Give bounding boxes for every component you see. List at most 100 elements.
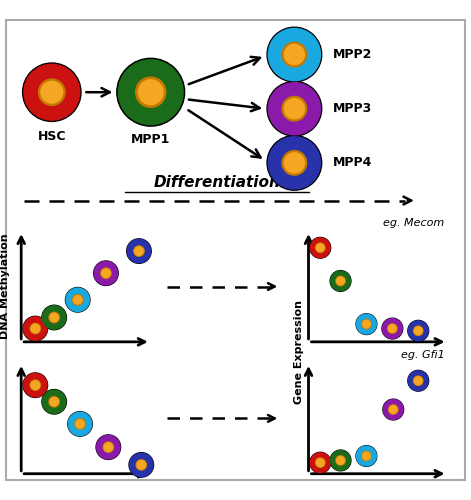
Circle shape <box>310 452 331 473</box>
Circle shape <box>337 277 344 285</box>
Circle shape <box>331 271 350 291</box>
Circle shape <box>39 79 65 106</box>
Circle shape <box>268 137 320 189</box>
Circle shape <box>138 80 163 104</box>
Circle shape <box>414 377 422 384</box>
Circle shape <box>136 77 166 108</box>
Circle shape <box>23 373 48 398</box>
Circle shape <box>356 446 377 466</box>
Circle shape <box>49 396 59 407</box>
Circle shape <box>31 381 40 390</box>
Circle shape <box>363 452 370 460</box>
Circle shape <box>330 270 351 291</box>
Circle shape <box>414 376 423 386</box>
Circle shape <box>24 317 47 340</box>
Circle shape <box>284 98 304 118</box>
Circle shape <box>382 318 403 339</box>
Circle shape <box>75 418 85 429</box>
Circle shape <box>50 398 58 406</box>
Circle shape <box>383 399 404 420</box>
Circle shape <box>23 63 81 122</box>
Text: MPP1: MPP1 <box>131 133 171 146</box>
Circle shape <box>310 238 331 258</box>
Circle shape <box>336 456 345 465</box>
Circle shape <box>408 320 429 341</box>
Circle shape <box>97 436 120 459</box>
Circle shape <box>134 246 144 256</box>
Circle shape <box>282 42 307 67</box>
Circle shape <box>317 459 324 466</box>
Circle shape <box>76 420 84 428</box>
Circle shape <box>42 305 66 330</box>
Circle shape <box>135 247 143 256</box>
Circle shape <box>24 64 80 120</box>
Circle shape <box>282 150 307 175</box>
Circle shape <box>316 243 325 252</box>
Text: MPP4: MPP4 <box>333 156 372 170</box>
Circle shape <box>103 442 114 452</box>
Circle shape <box>50 313 58 322</box>
Circle shape <box>337 456 344 464</box>
Circle shape <box>408 321 428 340</box>
Circle shape <box>96 435 121 460</box>
Text: eg. Mecom: eg. Mecom <box>383 218 445 228</box>
Circle shape <box>331 450 350 470</box>
Text: MPP3: MPP3 <box>333 102 372 115</box>
Circle shape <box>267 136 322 190</box>
Circle shape <box>68 412 92 436</box>
Circle shape <box>414 327 422 334</box>
Circle shape <box>41 82 63 103</box>
Text: DNA Methylation: DNA Methylation <box>0 234 10 340</box>
Circle shape <box>362 452 371 460</box>
Circle shape <box>383 400 403 419</box>
Circle shape <box>357 314 376 334</box>
Circle shape <box>49 312 59 322</box>
Circle shape <box>390 406 397 413</box>
Circle shape <box>317 244 324 252</box>
Circle shape <box>42 390 66 413</box>
Circle shape <box>389 405 398 414</box>
Circle shape <box>408 371 428 390</box>
Circle shape <box>389 324 396 332</box>
Circle shape <box>310 238 330 258</box>
Circle shape <box>267 82 322 136</box>
Circle shape <box>130 453 153 476</box>
Circle shape <box>42 306 66 329</box>
Text: HSC: HSC <box>38 130 66 143</box>
Circle shape <box>31 324 40 333</box>
Circle shape <box>408 370 429 391</box>
Circle shape <box>284 153 304 173</box>
Circle shape <box>24 374 47 397</box>
Circle shape <box>388 324 397 334</box>
Circle shape <box>363 320 370 328</box>
Circle shape <box>42 390 66 414</box>
Circle shape <box>330 450 351 471</box>
Circle shape <box>101 268 111 278</box>
Circle shape <box>73 296 82 304</box>
Circle shape <box>316 458 325 468</box>
Circle shape <box>362 320 371 329</box>
Circle shape <box>268 82 320 135</box>
Circle shape <box>282 96 307 121</box>
Circle shape <box>94 262 118 285</box>
Circle shape <box>137 460 146 469</box>
Text: eg. Gfi1: eg. Gfi1 <box>401 350 445 360</box>
Circle shape <box>284 44 304 64</box>
Circle shape <box>68 412 92 436</box>
Circle shape <box>94 261 118 285</box>
Text: MPP2: MPP2 <box>333 48 372 61</box>
Circle shape <box>23 316 48 341</box>
Circle shape <box>118 60 183 124</box>
Circle shape <box>30 380 41 390</box>
Circle shape <box>136 460 146 470</box>
Circle shape <box>267 27 322 82</box>
Circle shape <box>356 314 377 334</box>
Circle shape <box>30 324 41 334</box>
Circle shape <box>129 452 154 477</box>
Circle shape <box>336 276 345 285</box>
Circle shape <box>127 240 151 263</box>
Circle shape <box>102 269 110 278</box>
Circle shape <box>66 288 89 312</box>
Text: Differentiation: Differentiation <box>153 174 280 190</box>
Circle shape <box>127 239 151 264</box>
